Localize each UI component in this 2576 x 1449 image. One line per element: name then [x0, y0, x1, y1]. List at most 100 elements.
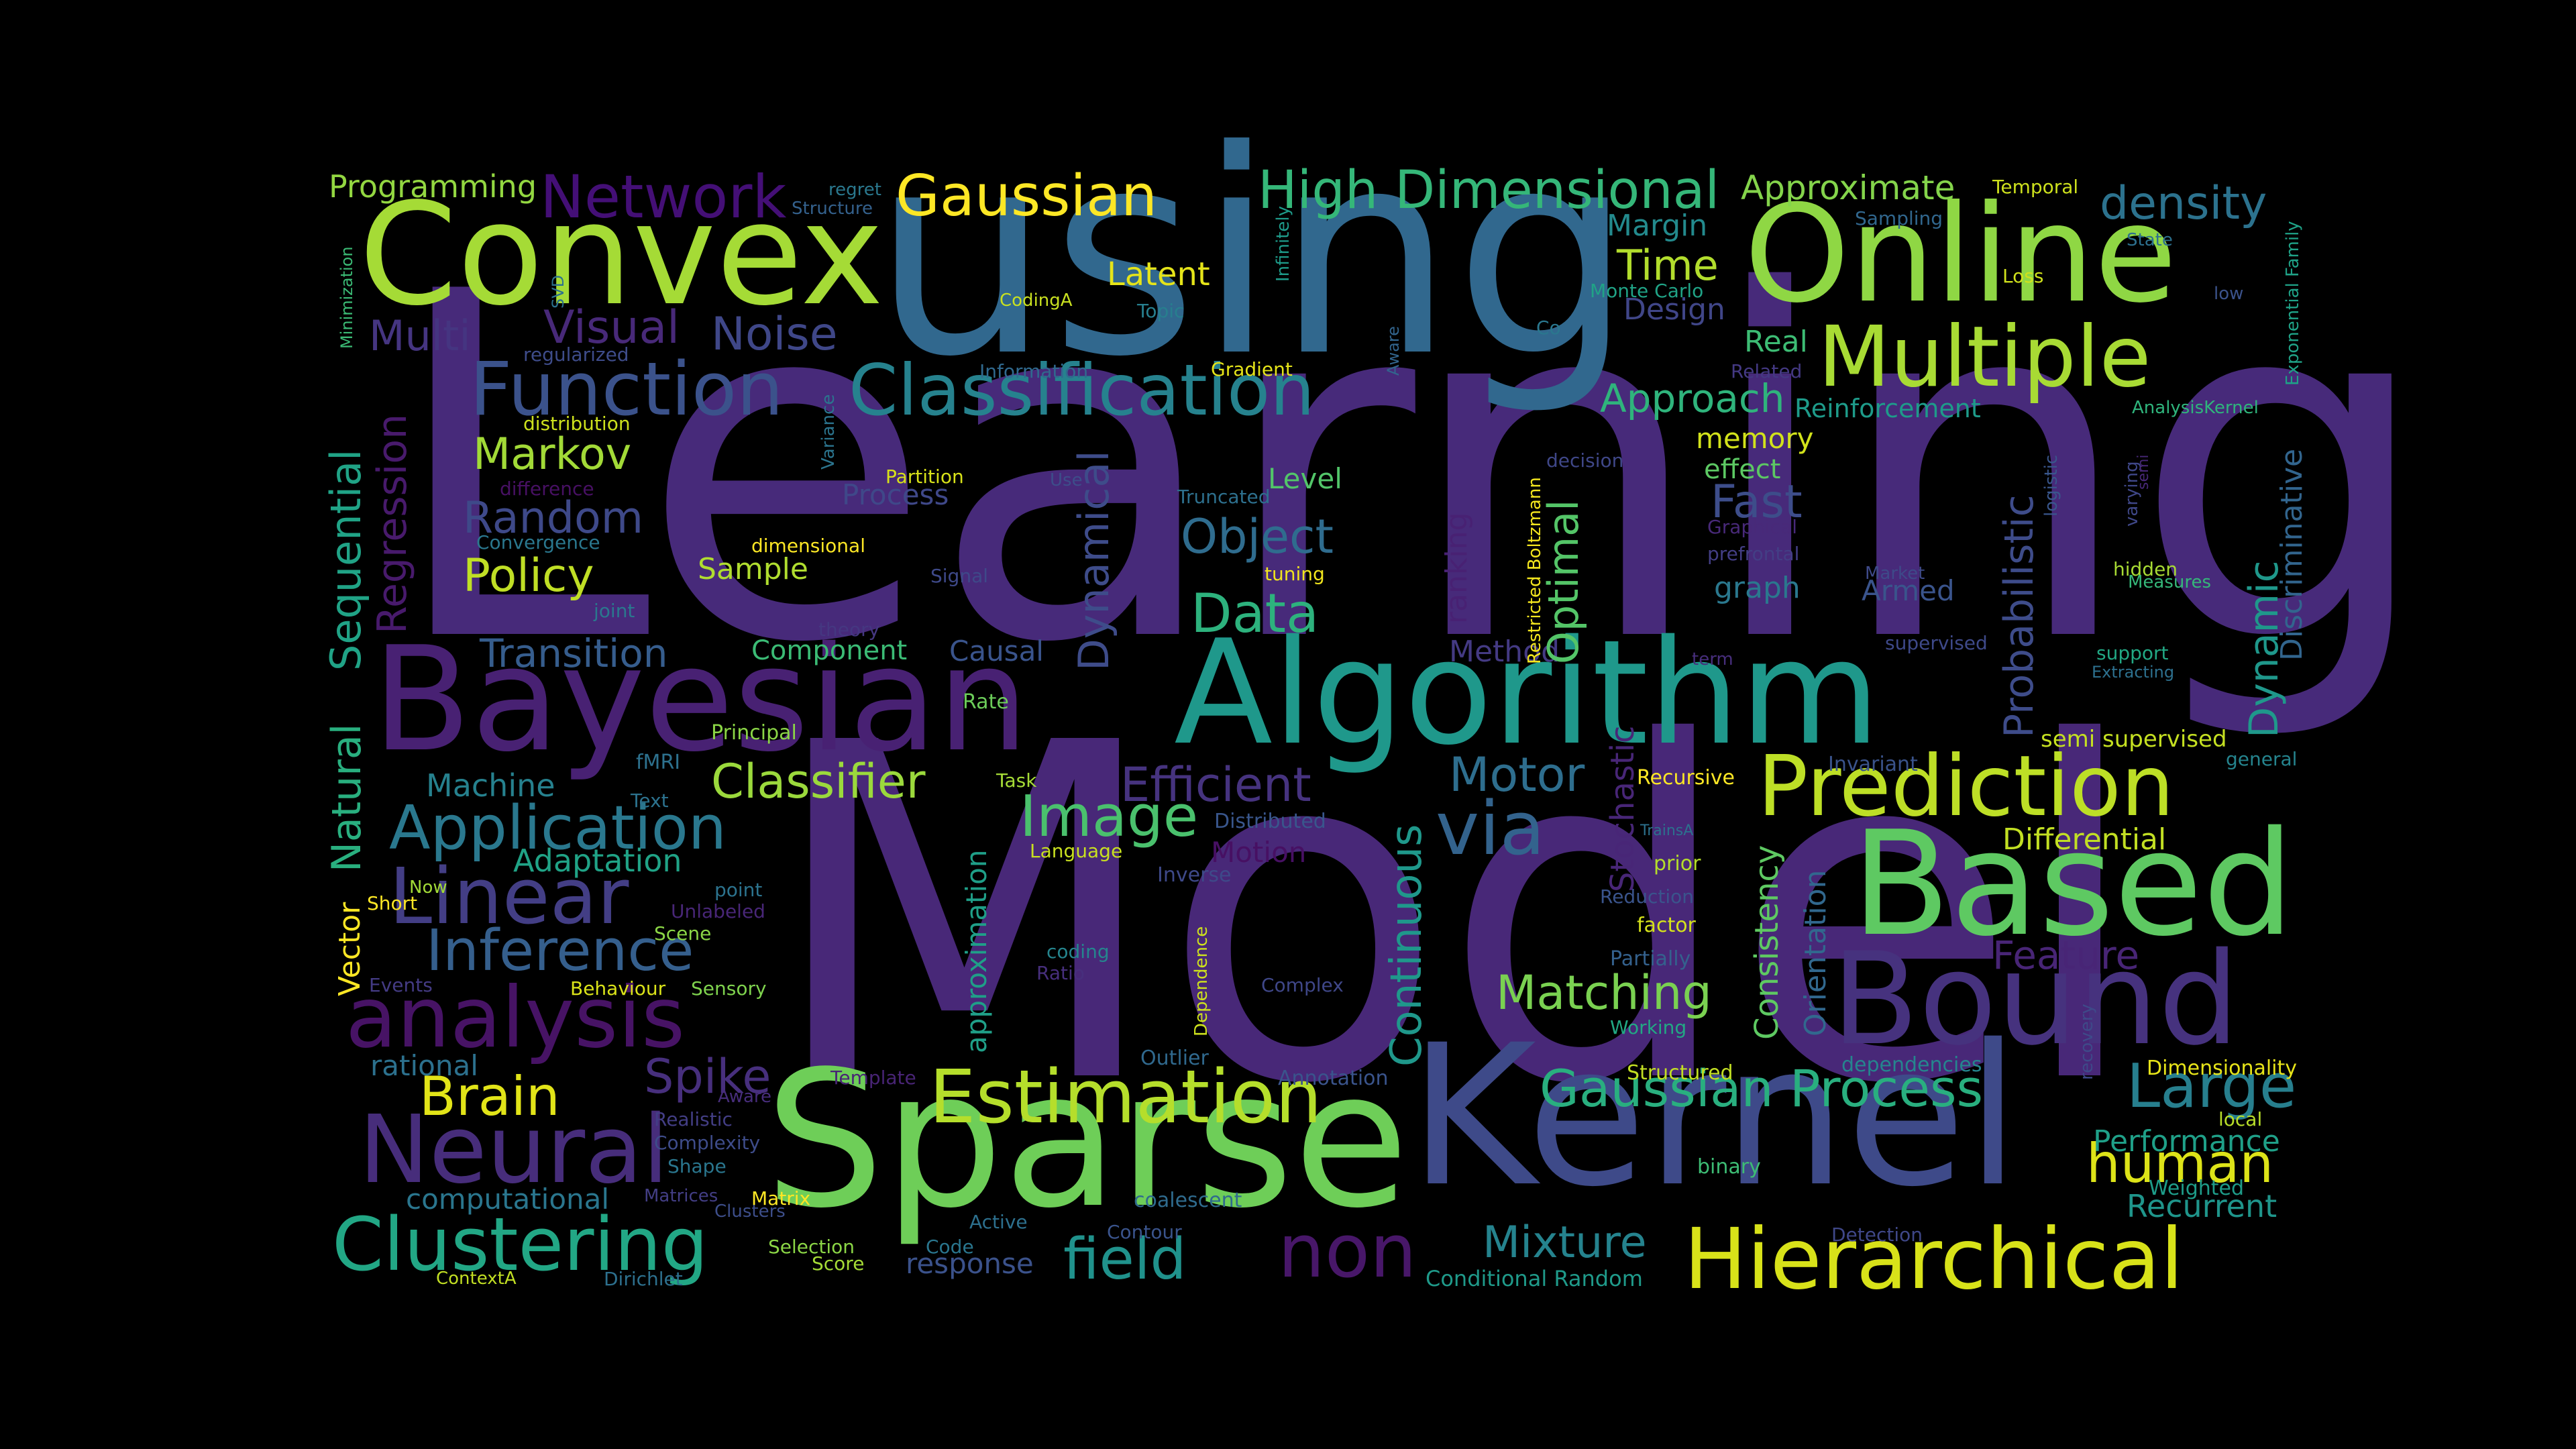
- word-multi: Multi: [369, 311, 471, 360]
- word-approach: Approach: [1600, 376, 1785, 421]
- word-inference: Inference: [426, 918, 694, 984]
- word-prior: prior: [1654, 852, 1701, 875]
- word-consistency: Consistency: [1748, 845, 1786, 1040]
- word-motion: Motion: [1211, 836, 1307, 869]
- word-exponential-family: Exponential Family: [2283, 221, 2303, 386]
- word-spike: Spike: [644, 1049, 771, 1104]
- word-monte-carlo: Monte Carlo: [1590, 280, 1704, 302]
- word-text: Text: [631, 790, 669, 812]
- word-convergence: Convergence: [476, 531, 600, 553]
- word-theory: theory: [818, 619, 880, 641]
- word-noise: Noise: [711, 308, 838, 361]
- word-truncated: Truncated: [1177, 486, 1271, 508]
- word-reinforcement: Reinforcement: [1794, 394, 1981, 423]
- word-via: via: [1436, 786, 1546, 871]
- word-rate: Rate: [963, 690, 1009, 714]
- word-hidden: hidden: [2113, 558, 2178, 580]
- word-approximate: Approximate: [1741, 168, 1955, 207]
- word-factor: factor: [1637, 914, 1696, 937]
- word-armed: Armed: [1862, 574, 1955, 607]
- word-partially: Partially: [1610, 947, 1691, 971]
- word-infinitely: Infinitely: [1273, 205, 1293, 282]
- word-information: Information: [979, 360, 1089, 382]
- word-svd: SVD: [549, 274, 568, 309]
- word-template: Template: [830, 1067, 916, 1089]
- word-bayesian: Bayesian: [372, 615, 1029, 784]
- word-human: human: [2086, 1132, 2274, 1195]
- word-clusters: Clusters: [714, 1201, 786, 1222]
- word-events: Events: [369, 974, 433, 996]
- word-complexity: Complexity: [654, 1132, 761, 1154]
- word-computational: computational: [406, 1183, 610, 1216]
- word-aware: Aware: [718, 1087, 772, 1107]
- word-annotation: Annotation: [1278, 1067, 1389, 1090]
- word-use: Use: [1050, 470, 1083, 490]
- word-online: Online: [1744, 176, 2178, 333]
- word-image: Image: [1020, 784, 1199, 850]
- word-linear: Linear: [389, 852, 629, 942]
- word-discriminative: Discriminative: [2275, 448, 2309, 661]
- word-margin: Margin: [1607, 209, 1708, 243]
- word-regression: Regression: [369, 413, 416, 634]
- word-difference: difference: [500, 478, 594, 500]
- word-natural: Natural: [323, 723, 370, 872]
- word-analysiskernel: AnalysisKernel: [2132, 398, 2259, 418]
- word-sample: Sample: [698, 552, 808, 586]
- word-joint: joint: [594, 600, 635, 622]
- word-real: Real: [1744, 325, 1808, 359]
- word-tuning: tuning: [1265, 563, 1325, 585]
- word-contour: Contour: [1107, 1221, 1182, 1243]
- word-dimensionality: Dimensionality: [2147, 1057, 2298, 1080]
- word-clustering: Clustering: [332, 1201, 708, 1287]
- word-task: Task: [996, 769, 1037, 792]
- word-recursive: Recursive: [1637, 766, 1735, 790]
- word-fast: Fast: [1711, 476, 1803, 529]
- word-memory: memory: [1696, 422, 1814, 455]
- word-partition: Partition: [885, 466, 964, 488]
- word-random: Random: [463, 493, 644, 543]
- word-dynamical: Dynamical: [1069, 450, 1118, 671]
- word-market: Market: [1865, 564, 1925, 584]
- word-low: low: [2214, 284, 2244, 304]
- word-realistic: Realistic: [654, 1108, 733, 1130]
- word-related: Related: [1731, 360, 1803, 382]
- word-matching: Matching: [1496, 965, 1712, 1020]
- word-mixture: Mixture: [1483, 1218, 1647, 1268]
- word-temporal: Temporal: [1992, 176, 2079, 198]
- word-logistic: logistic: [2041, 454, 2061, 517]
- word-local: local: [2218, 1108, 2263, 1130]
- word-point: point: [714, 879, 763, 901]
- word-general: general: [2226, 748, 2298, 770]
- word-sampling: Sampling: [1855, 207, 1943, 229]
- word-network: Network: [540, 162, 787, 231]
- word-causal: Causal: [949, 635, 1044, 667]
- word-hierarchical: Hierarchical: [1684, 1211, 2184, 1308]
- word-codinga: CodingA: [1000, 290, 1073, 311]
- word-dimensional: dimensional: [751, 535, 865, 557]
- word-classifier: Classifier: [711, 754, 926, 809]
- word-stochastic: Stochastic: [1604, 725, 1642, 892]
- word-performance: Performance: [2093, 1124, 2280, 1159]
- word-approximation: approximation: [960, 849, 993, 1053]
- word-term: term: [1692, 649, 1733, 669]
- word-dirichlet: Dirichlet: [604, 1268, 683, 1290]
- word-vector: Vector: [333, 902, 367, 996]
- word-state: State: [2127, 230, 2173, 250]
- word-multiple: Multiple: [1818, 309, 2151, 406]
- word-structure: Structure: [792, 199, 873, 219]
- word-based: Based: [1851, 800, 2295, 968]
- word-co: Co: [1536, 317, 1561, 339]
- word-ranking: ranking: [1440, 512, 1474, 624]
- word-selection: Selection: [768, 1236, 855, 1258]
- word-markov: Markov: [473, 429, 632, 480]
- word-optimal: Optimal: [1539, 499, 1588, 664]
- word-now: Now: [409, 877, 447, 898]
- word-model: Model: [765, 646, 2144, 1185]
- word-variance: Variance: [818, 394, 839, 470]
- word-gaussian-process: Gaussian Process: [1540, 1059, 1984, 1118]
- word-unlabeled: Unlabeled: [671, 900, 765, 922]
- word-semi-supervised: semi supervised: [2041, 726, 2227, 753]
- word-dependencies: dependencies: [1841, 1053, 1982, 1077]
- word-analysis: analysis: [345, 969, 686, 1067]
- word-structured: Structured: [1627, 1061, 1733, 1085]
